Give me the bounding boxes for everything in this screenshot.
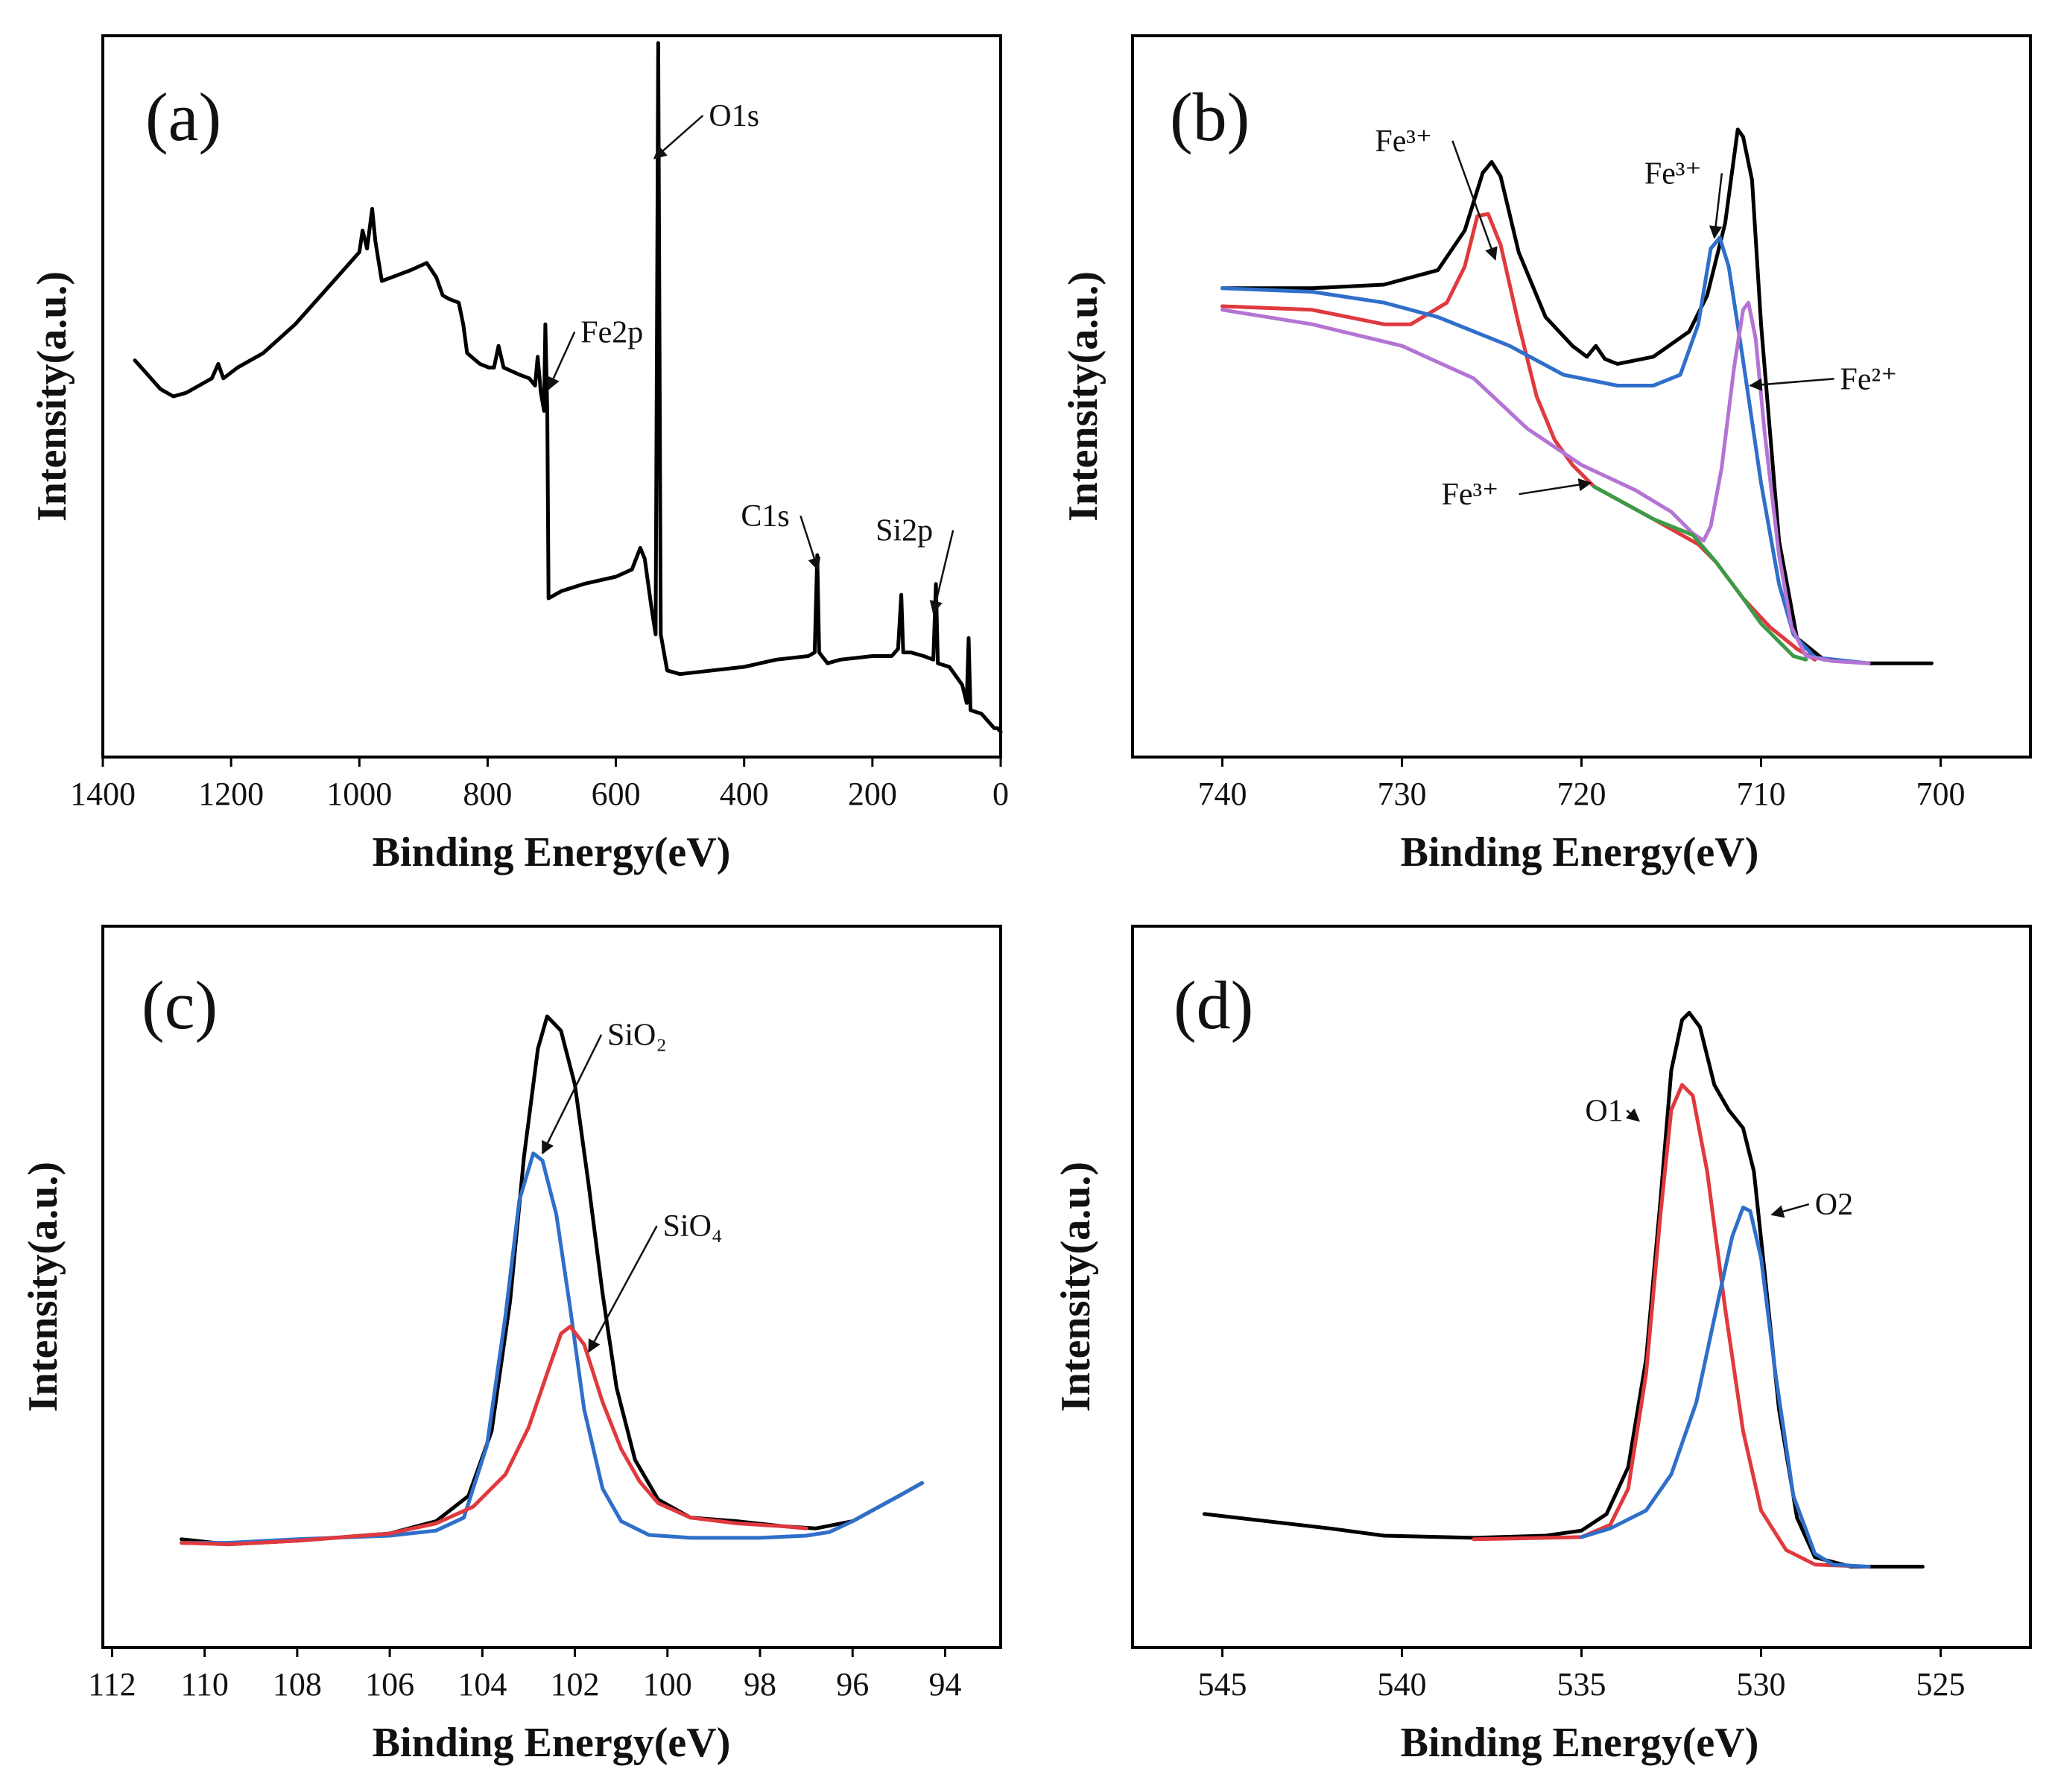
plot-frame-d	[1131, 925, 2032, 1649]
x-axis-title-a: Binding Energy(eV)	[373, 829, 731, 876]
series-line-sio	[180, 1324, 808, 1547]
panel-c: 112 110 108 106 104 102 100 98 96 94 SiO₂ SiO₄ (c)…	[20, 925, 1002, 1766]
series-line-fe3-712-ev	[1220, 235, 1871, 665]
x-tick-label: 1400	[70, 776, 136, 812]
x-ticks-c: 112 110 108 106 104 102 100 98 96 94	[88, 1647, 961, 1703]
x-tick-label: 545	[1198, 1666, 1247, 1703]
series-b	[1220, 127, 1934, 665]
annotations-a: O1s Fe2p C1s Si2p	[547, 99, 954, 615]
x-tick-label: 525	[1916, 1666, 1966, 1703]
annotation-arrow	[653, 115, 704, 159]
annotation-arrow	[929, 530, 954, 615]
x-tick-label: 600	[592, 776, 641, 812]
x-tick-label: 106	[365, 1666, 414, 1703]
series-line-survey	[133, 41, 1003, 734]
series-a	[133, 41, 1003, 734]
x-ticks-a: 1400 1200 1000 800 600 400 200 0	[70, 757, 1009, 812]
annotation-arrow	[1709, 173, 1723, 239]
annotation-label: SiO₄	[663, 1209, 723, 1244]
x-tick-label: 98	[744, 1666, 776, 1703]
x-tick-label: 0	[992, 776, 1009, 812]
x-tick-label: 108	[273, 1666, 322, 1703]
plot-frame-c	[101, 925, 1002, 1649]
panel-label-d: (d)	[1174, 967, 1253, 1043]
annotation-label: Fe³⁺	[1375, 124, 1432, 159]
annotation-label: O2	[1815, 1188, 1853, 1222]
series-line-satellite	[1592, 484, 1808, 662]
x-tick-label: 110	[180, 1666, 228, 1703]
series-line-envelope	[180, 1014, 924, 1547]
x-tick-label: 1200	[198, 776, 264, 812]
panel-d: 545 540 535 530 525 O1 O2 (d) Binding Energy(…	[1053, 925, 2032, 1766]
series-line-fe2	[1220, 300, 1871, 665]
x-tick-label: 94	[928, 1666, 961, 1703]
panel-label-c: (c)	[142, 967, 218, 1043]
panel-a: 1400 1200 1000 800 600 400 200 0 O1s Fe2p C1s Si2p…	[29, 34, 1009, 876]
annotations-b: Fe³⁺ Fe³⁺ Fe²⁺ Fe³⁺	[1375, 124, 1897, 512]
annotation-label: Si2p	[875, 514, 933, 548]
annotation-arrow	[1451, 140, 1498, 261]
y-axis-title-c: Intensity(a.u.)	[20, 1162, 66, 1412]
y-axis-title-a: Intensity(a.u.)	[29, 271, 75, 522]
series-c	[180, 1014, 924, 1547]
x-axis-title-c: Binding Energy(eV)	[373, 1720, 731, 1766]
x-tick-label: 102	[551, 1666, 600, 1703]
annotation-arrow	[799, 515, 821, 571]
annotation-arrow	[1625, 1108, 1640, 1122]
annotation-label: C1s	[741, 499, 789, 534]
x-axis-title-d: Binding Energy(eV)	[1401, 1720, 1759, 1766]
x-tick-label: 535	[1557, 1666, 1606, 1703]
x-ticks-b: 740 730 720 710 700	[1198, 757, 1966, 812]
x-tick-label: 112	[88, 1666, 136, 1703]
x-tick-label: 200	[848, 776, 897, 812]
panel-label-a: (a)	[145, 79, 221, 155]
x-axis-title-b: Binding Energy(eV)	[1401, 829, 1759, 876]
x-ticks-d: 545 540 535 530 525	[1198, 1647, 1966, 1703]
annotations-d: O1 O2	[1585, 1094, 1853, 1222]
x-tick-label: 400	[720, 776, 769, 812]
annotation-label: Fe2p	[580, 315, 643, 349]
x-tick-label: 740	[1198, 776, 1247, 812]
x-tick-label: 720	[1557, 776, 1606, 812]
x-tick-label: 800	[463, 776, 512, 812]
plot-frame-a	[101, 34, 1002, 759]
annotation-label: Fe²⁺	[1840, 362, 1898, 396]
annotation-label: O1	[1585, 1094, 1623, 1128]
x-tick-label: 710	[1737, 776, 1786, 812]
panel-label-b: (b)	[1170, 79, 1250, 155]
x-tick-label: 540	[1378, 1666, 1427, 1703]
series-line-envelope	[1220, 127, 1934, 665]
series-line-o2	[1580, 1206, 1871, 1569]
series-line-o1	[1472, 1083, 1871, 1569]
series-line-sio	[180, 1151, 924, 1545]
x-tick-label: 96	[836, 1666, 869, 1703]
annotation-label: Fe³⁺	[1644, 156, 1702, 191]
annotation-arrow	[547, 331, 576, 390]
y-axis-title-b: Intensity(a.u.)	[1060, 271, 1106, 522]
annotation-label: SiO₂	[607, 1019, 667, 1053]
annotation-arrow	[1519, 478, 1592, 496]
annotation-arrow	[588, 1225, 658, 1353]
series-line-envelope	[1202, 1010, 1925, 1569]
annotations-c: SiO₂ SiO₄	[541, 1019, 723, 1353]
x-tick-label: 104	[457, 1666, 507, 1703]
x-tick-label: 530	[1737, 1666, 1786, 1703]
annotation-label: Fe³⁺	[1442, 478, 1499, 512]
x-tick-label: 100	[643, 1666, 692, 1703]
x-tick-label: 1000	[326, 776, 392, 812]
annotation-arrow	[1770, 1203, 1810, 1218]
series-d	[1202, 1010, 1925, 1569]
panel-b: 740 730 720 710 700 Fe³⁺ Fe³⁺ Fe²⁺ Fe³⁺ (b) Bin…	[1060, 34, 2032, 876]
y-axis-title-d: Intensity(a.u.)	[1053, 1162, 1099, 1412]
x-tick-label: 700	[1916, 776, 1966, 812]
x-tick-label: 730	[1378, 776, 1427, 812]
annotation-arrow	[1749, 378, 1834, 391]
annotation-label: O1s	[709, 99, 759, 133]
annotation-arrow	[541, 1034, 603, 1155]
